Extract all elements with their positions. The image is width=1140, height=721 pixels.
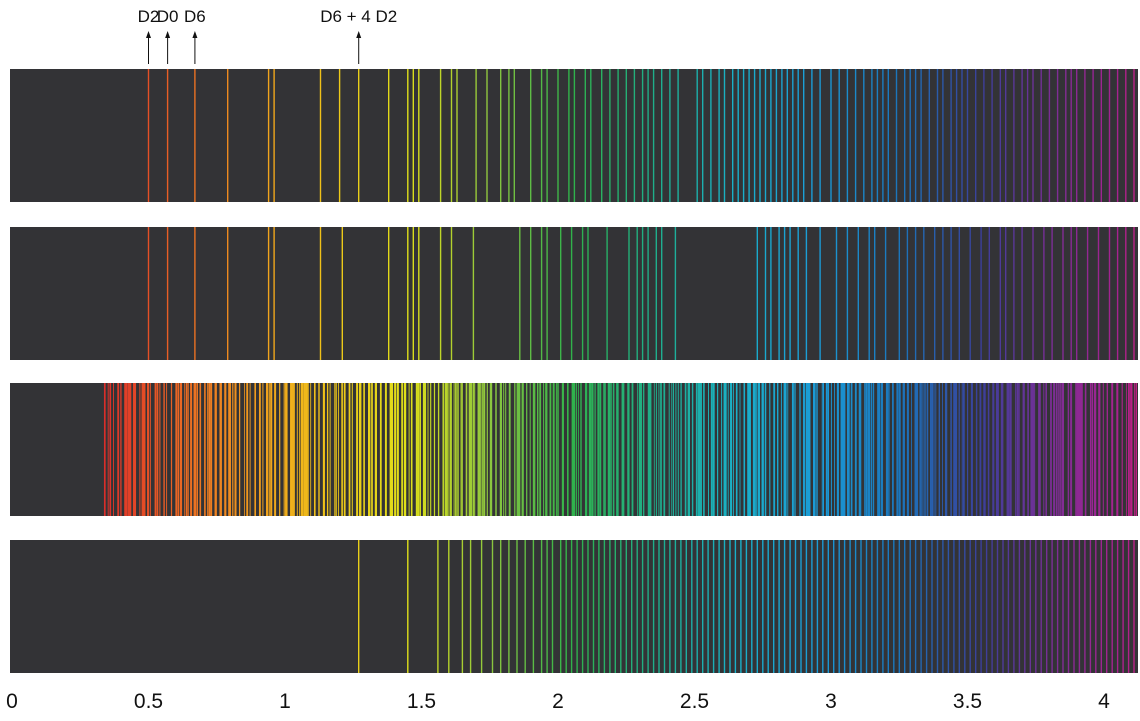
annotation-d0: D0 [157,7,179,64]
spectrum-panel-4 [10,540,1138,673]
annotation-d6-4-d2: D6 + 4 D2 [320,7,397,64]
x-tick-label: 3 [825,690,837,713]
x-tick-label: 0 [6,690,18,713]
annotation-label: D6 + 4 D2 [320,7,397,26]
annotation-label: D6 [184,7,206,26]
spectrum-panels [10,69,1138,673]
annotation-label: D0 [157,7,179,26]
annotation-d6: D6 [184,7,206,64]
x-axis-ticks: 0 0.5 1 1.5 2 2.5 3 3.5 4 [6,690,1110,713]
annotation-arrowhead [356,31,362,38]
spectrum-panel-1 [10,69,1138,202]
x-tick-label: 1.5 [407,690,436,713]
annotation-arrowhead [192,31,198,38]
panel-background [10,540,1138,673]
panel-background [10,227,1138,360]
x-tick-label: 0.5 [134,690,163,713]
annotation-arrowhead [165,31,171,38]
spectrum-panel-2 [10,227,1138,360]
x-tick-label: 4 [1098,690,1110,713]
x-tick-label: 2 [552,690,564,713]
x-tick-label: 3.5 [953,690,982,713]
spectrum-panel-3 [10,383,1138,516]
annotation-d2: D2 [138,7,160,64]
x-tick-label: 1 [279,690,291,713]
x-tick-label: 2.5 [680,690,709,713]
annotation-label: D2 [138,7,160,26]
annotation-arrowhead [146,31,151,38]
